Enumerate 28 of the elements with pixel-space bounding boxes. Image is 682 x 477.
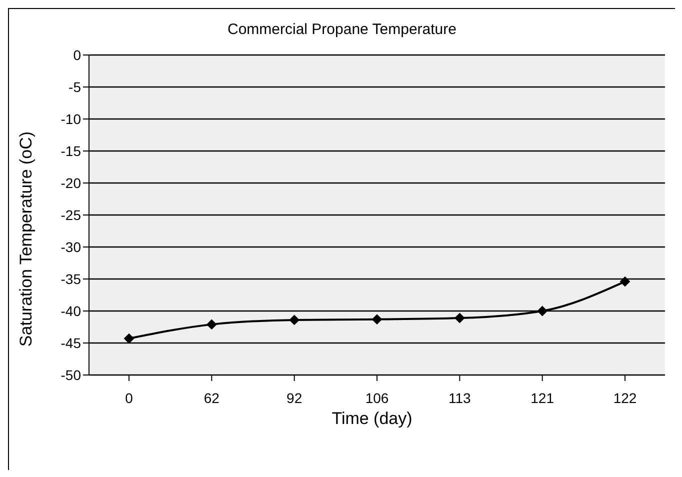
y-tick-label: -50 <box>60 366 82 383</box>
y-axis-title: Saturation Temperature (oC) <box>17 131 37 347</box>
point <box>454 313 465 324</box>
x-tick-label: 121 <box>530 390 554 406</box>
point <box>206 319 217 330</box>
y-tick-label: -45 <box>60 334 82 351</box>
point <box>372 314 382 324</box>
point <box>124 334 134 344</box>
y-tick-label: 0 <box>73 46 82 63</box>
x-tick-label: 0 <box>125 390 134 406</box>
y-tick-label: -25 <box>60 206 82 223</box>
x-axis-title: Time (day) <box>330 409 414 429</box>
x-tick-label: 62 <box>204 390 220 406</box>
y-tick-label: -5 <box>68 78 82 95</box>
x-tick-label: 113 <box>448 390 472 406</box>
point <box>537 306 548 316</box>
y-tick-label: -30 <box>60 238 82 255</box>
y-tick-label: -40 <box>60 302 82 319</box>
x-tick-label: 106 <box>365 390 389 406</box>
x-tick-label: 92 <box>286 390 302 406</box>
x-tick-label: 122 <box>613 390 637 406</box>
y-tick-label: -35 <box>60 270 82 287</box>
y-tick-label: -15 <box>60 142 82 159</box>
chart-title: Commercial Propane Temperature <box>226 21 458 38</box>
y-tick-label: -10 <box>60 110 82 127</box>
y-tick-label: -20 <box>60 174 82 191</box>
point <box>289 314 300 325</box>
point <box>620 276 630 287</box>
